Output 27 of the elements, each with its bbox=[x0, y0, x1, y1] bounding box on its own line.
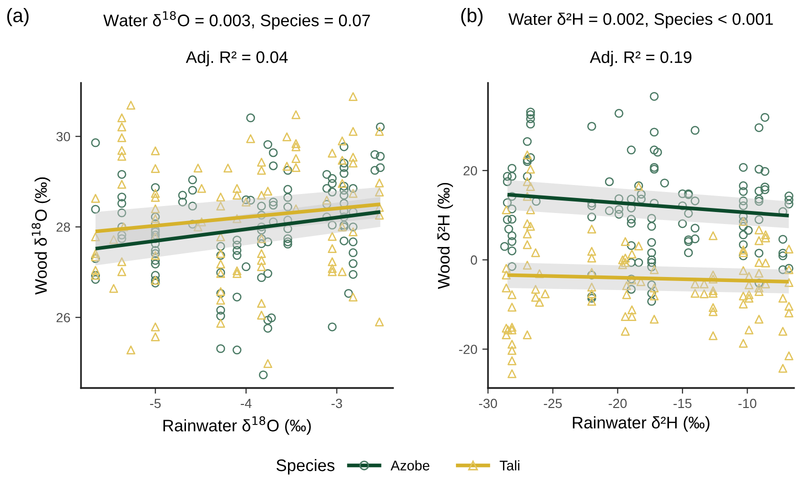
x-tick-label: -15 bbox=[674, 398, 692, 408]
y-tick-label: 0 bbox=[470, 255, 478, 265]
x-tick-label: -5 bbox=[150, 398, 161, 408]
x-axis-title: Rainwater δ²H (‰) bbox=[572, 416, 710, 432]
legend-label: Tali bbox=[500, 460, 520, 470]
x-tick-label: -10 bbox=[738, 398, 756, 408]
y-tick-label: -20 bbox=[459, 344, 478, 354]
chart-subtitle: Adj. R² = 0.04 bbox=[186, 50, 288, 66]
x-tick-label: -4 bbox=[240, 398, 252, 408]
x-tick-label: -25 bbox=[544, 398, 562, 408]
y-tick-label: 26 bbox=[56, 312, 70, 322]
legend-title: Species bbox=[276, 458, 334, 474]
y-tick-label: 30 bbox=[56, 132, 70, 142]
chart-subtitle: Adj. R² = 0.19 bbox=[590, 50, 692, 66]
chart-title: Water δ²H = 0.002, Species < 0.001 bbox=[508, 12, 773, 28]
y-tick-label: 28 bbox=[56, 222, 70, 232]
y-axis-title: Wood δ$^{18}$O (‰) bbox=[32, 177, 50, 295]
y-axis-title: Wood δ²H (‰) bbox=[437, 182, 453, 289]
text: (a) bbox=[7, 8, 29, 26]
x-tick-label: -30 bbox=[479, 398, 498, 408]
x-tick-label: -20 bbox=[608, 398, 627, 408]
x-axis-title: Rainwater δ$^{18}$O (‰) bbox=[163, 416, 311, 435]
chart-title: Water δ$^{18}$O = 0.003, Species = 0.07 bbox=[103, 11, 370, 30]
text: (b) bbox=[461, 8, 483, 26]
legend-label: Azobe bbox=[390, 460, 430, 470]
x-tick-label: -3 bbox=[331, 398, 342, 408]
y-tick-label: 20 bbox=[464, 166, 478, 176]
